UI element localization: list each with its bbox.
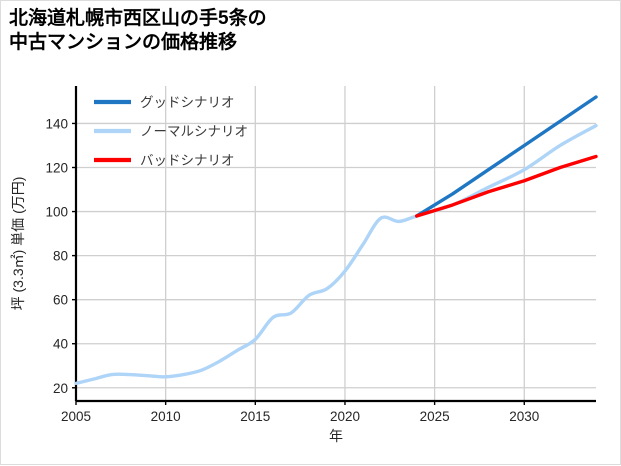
x-tick-label: 2015 — [240, 409, 270, 424]
tick-marks — [72, 122, 525, 405]
x-axis-title: 年 — [329, 428, 343, 444]
legend-label: ノーマルシナリオ — [140, 124, 248, 139]
x-tick-label: 2005 — [61, 409, 91, 424]
x-tick-label: 2025 — [420, 409, 450, 424]
y-tick-label: 40 — [53, 337, 68, 352]
axis-titles: 年 坪 (3.3㎡) 単価 (万円) — [10, 177, 343, 444]
series-lines — [74, 95, 598, 386]
legend-label: グッドシナリオ — [140, 95, 235, 110]
y-tick-label: 100 — [45, 205, 68, 220]
series-line — [414, 95, 598, 218]
tick-labels: 20 40 60 80 100 120 140 2005 2010 2015 2020 2025 203… — [45, 116, 539, 424]
x-tick-label: 2010 — [151, 409, 181, 424]
series-line — [414, 154, 598, 218]
chart-title: 北海道札幌市西区山の手5条の 中古マンションの価格推移 — [9, 8, 267, 54]
x-tick-label: 2020 — [330, 409, 360, 424]
y-tick-label: 60 — [53, 293, 68, 308]
axis-lines — [74, 86, 596, 403]
y-tick-label: 20 — [53, 381, 68, 396]
x-tick-label: 2030 — [509, 409, 539, 424]
legend-label: バッドシナリオ — [140, 153, 235, 168]
y-tick-label: 120 — [45, 161, 68, 176]
y-tick-label: 80 — [53, 249, 68, 264]
y-tick-label: 140 — [45, 116, 68, 131]
y-axis-title: 坪 (3.3㎡) 単価 (万円) — [10, 177, 26, 311]
